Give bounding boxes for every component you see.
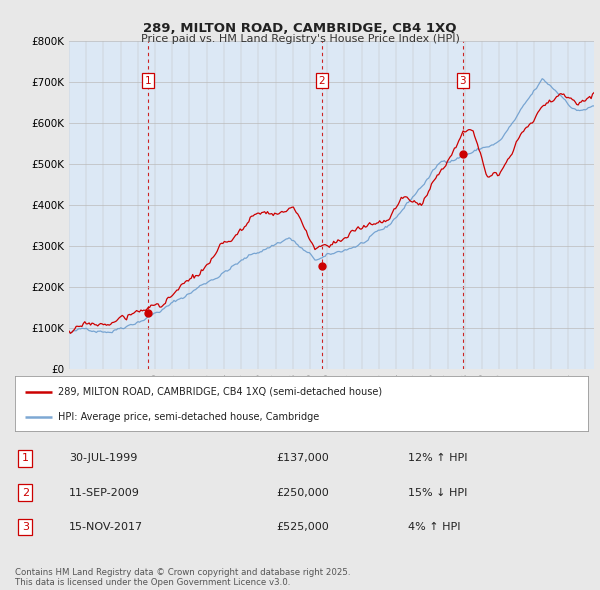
Text: 2: 2 xyxy=(22,488,29,497)
Text: 4% ↑ HPI: 4% ↑ HPI xyxy=(408,522,461,532)
Text: HPI: Average price, semi-detached house, Cambridge: HPI: Average price, semi-detached house,… xyxy=(58,412,319,422)
Text: 15% ↓ HPI: 15% ↓ HPI xyxy=(408,488,467,497)
Text: 12% ↑ HPI: 12% ↑ HPI xyxy=(408,454,467,463)
Text: 289, MILTON ROAD, CAMBRIDGE, CB4 1XQ: 289, MILTON ROAD, CAMBRIDGE, CB4 1XQ xyxy=(143,22,457,35)
Text: 289, MILTON ROAD, CAMBRIDGE, CB4 1XQ (semi-detached house): 289, MILTON ROAD, CAMBRIDGE, CB4 1XQ (se… xyxy=(58,386,382,396)
Text: 30-JUL-1999: 30-JUL-1999 xyxy=(69,454,137,463)
Text: £525,000: £525,000 xyxy=(276,522,329,532)
Text: 1: 1 xyxy=(145,76,151,86)
Text: 3: 3 xyxy=(22,522,29,532)
Text: 15-NOV-2017: 15-NOV-2017 xyxy=(69,522,143,532)
Text: £137,000: £137,000 xyxy=(276,454,329,463)
Text: Contains HM Land Registry data © Crown copyright and database right 2025.
This d: Contains HM Land Registry data © Crown c… xyxy=(15,568,350,587)
Text: £250,000: £250,000 xyxy=(276,488,329,497)
Text: 3: 3 xyxy=(460,76,466,86)
Text: 11-SEP-2009: 11-SEP-2009 xyxy=(69,488,140,497)
Text: 1: 1 xyxy=(22,454,29,463)
Text: Price paid vs. HM Land Registry's House Price Index (HPI): Price paid vs. HM Land Registry's House … xyxy=(140,34,460,44)
Text: 2: 2 xyxy=(319,76,325,86)
